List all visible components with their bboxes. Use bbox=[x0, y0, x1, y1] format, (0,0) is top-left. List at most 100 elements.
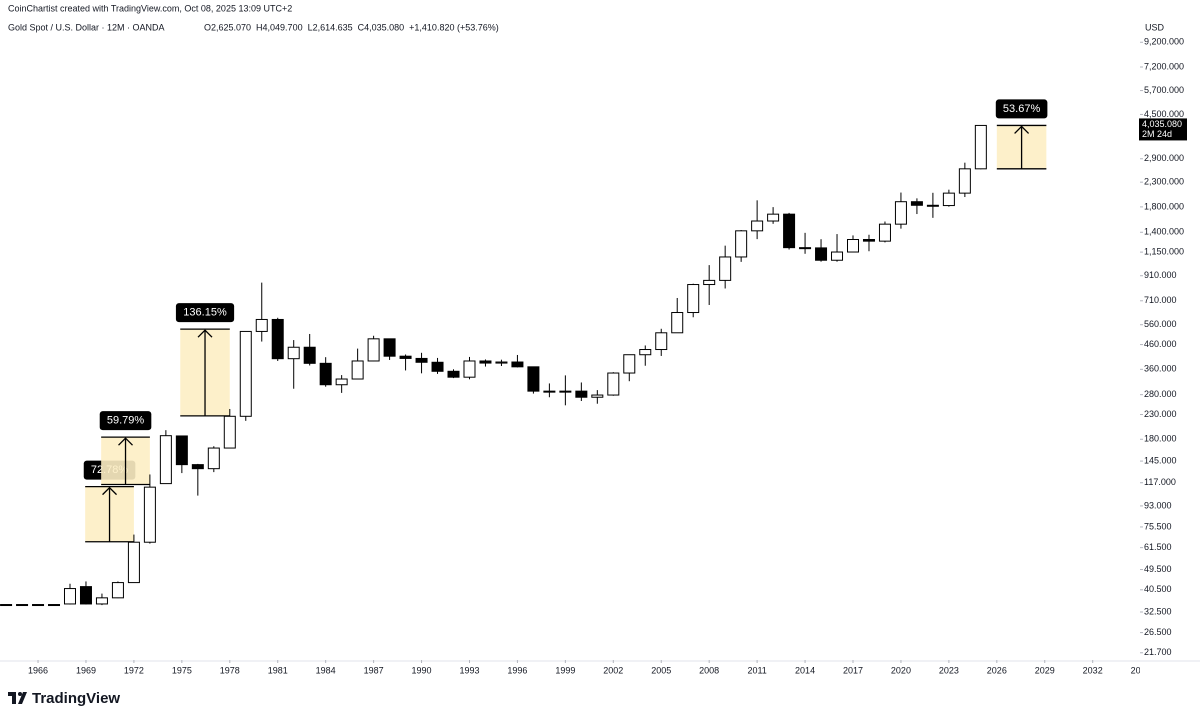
candle-body bbox=[335, 378, 348, 386]
candle-body bbox=[479, 360, 492, 364]
candle-body bbox=[831, 251, 844, 261]
candle-body bbox=[127, 541, 140, 584]
candle-body bbox=[862, 239, 875, 242]
candle-body bbox=[926, 204, 939, 207]
candle-body bbox=[16, 604, 29, 607]
y-tick-label: 40.500 bbox=[1144, 584, 1172, 594]
y-tick-label: 910.000 bbox=[1144, 270, 1177, 280]
y-tick-label: 75.500 bbox=[1144, 521, 1172, 531]
y-tick-label: 1,400.000 bbox=[1144, 227, 1184, 237]
candle-body bbox=[878, 223, 891, 242]
candle-body bbox=[910, 201, 923, 206]
candle-body bbox=[671, 312, 684, 334]
candle-body bbox=[32, 604, 45, 607]
x-tick-label: 1966 bbox=[28, 665, 48, 675]
x-tick-label: 1978 bbox=[220, 665, 240, 675]
x-tick-label: 1981 bbox=[268, 665, 288, 675]
x-tick-label: 2020 bbox=[891, 665, 911, 675]
measure-label: 136.15% bbox=[183, 307, 227, 319]
candle-body bbox=[415, 357, 428, 363]
candle-body bbox=[191, 464, 204, 470]
y-tick-label: 9,200.000 bbox=[1144, 37, 1184, 47]
x-tick-label: 1993 bbox=[459, 665, 479, 675]
candle-body bbox=[575, 390, 588, 398]
y-tick-label: 2,300.000 bbox=[1144, 177, 1184, 187]
measure-arrowhead bbox=[118, 437, 133, 446]
candle-body bbox=[942, 192, 955, 207]
x-tick-label: 1996 bbox=[507, 665, 527, 675]
x-tick-label: 2011 bbox=[747, 665, 766, 675]
x-tick-label: 1990 bbox=[412, 665, 432, 675]
candle-body bbox=[735, 230, 748, 258]
y-tick-label: 117.000 bbox=[1144, 477, 1176, 487]
candle-body bbox=[303, 346, 316, 364]
candle-body bbox=[559, 390, 572, 393]
x-tick-label: 2029 bbox=[1035, 665, 1055, 675]
x-tick-label: 1984 bbox=[316, 665, 336, 675]
candle-body bbox=[591, 394, 604, 398]
candle-body bbox=[175, 435, 188, 466]
x-tick-label: 1972 bbox=[124, 665, 144, 675]
candle-body bbox=[974, 124, 987, 170]
measure-label-bg bbox=[995, 99, 1048, 119]
measure-label: 53.67% bbox=[1003, 103, 1041, 115]
candle-body bbox=[431, 361, 444, 372]
x-tick-label: 1969 bbox=[76, 665, 96, 675]
candle-body bbox=[894, 201, 907, 225]
candle-body bbox=[847, 239, 860, 253]
countdown: 2M 24d bbox=[1142, 129, 1172, 139]
logo: TradingView bbox=[32, 690, 120, 707]
y-tick-label: 145.000 bbox=[1144, 455, 1177, 465]
candle-body bbox=[767, 213, 780, 222]
y-tick-label: 1,150.000 bbox=[1144, 246, 1184, 256]
measure-arrowhead bbox=[102, 486, 118, 496]
candle-body bbox=[95, 597, 108, 605]
x-axis-labels: 1966 1969 1972 1975 1978 1981 1984 1987 1990 1993… bbox=[28, 660, 1140, 675]
measure-label-bg bbox=[175, 303, 235, 323]
legend: Gold Spot / U.S. Dollar · 12M · OANDA bbox=[8, 22, 165, 32]
x-tick-label: 2017 bbox=[843, 665, 863, 675]
measure-arrowhead bbox=[197, 329, 213, 338]
candle-body bbox=[255, 318, 268, 332]
candle-body bbox=[399, 355, 412, 359]
measure-label-bg bbox=[99, 411, 152, 431]
y-tick-label: 360.000 bbox=[1144, 364, 1177, 374]
y-tick-label: 560.000 bbox=[1144, 319, 1177, 329]
candle-body bbox=[958, 168, 971, 194]
x-tick-label: 2002 bbox=[603, 665, 623, 675]
candle-body bbox=[783, 213, 796, 249]
candle-body bbox=[63, 588, 76, 605]
candle-body bbox=[271, 318, 284, 360]
candle-body bbox=[655, 332, 668, 351]
y-tick-label: 32.500 bbox=[1144, 606, 1172, 616]
candle-body bbox=[223, 415, 236, 449]
candle-body bbox=[351, 360, 364, 380]
y-tick-label: 61.500 bbox=[1144, 542, 1172, 552]
x-tick-label: 2026 bbox=[987, 665, 1007, 675]
measure-label: 59.79% bbox=[107, 415, 145, 427]
y-tick-label: 5,700.000 bbox=[1144, 85, 1184, 95]
y-tick-label: 26.500 bbox=[1144, 627, 1172, 637]
candle-body bbox=[287, 346, 300, 360]
candle-body bbox=[527, 366, 540, 392]
y-tick-label: 93.000 bbox=[1144, 500, 1172, 510]
candle-body bbox=[159, 435, 172, 485]
measure-arrowhead bbox=[1014, 125, 1030, 134]
y-tick-label: 21.700 bbox=[1144, 647, 1172, 657]
y-tick-label: 180.000 bbox=[1144, 434, 1177, 444]
x-tick-label: 2014 bbox=[795, 665, 815, 675]
y-tick-label: 1,800.000 bbox=[1144, 201, 1184, 211]
last-price-label: 4,035.080 bbox=[1142, 119, 1182, 129]
candle-body bbox=[0, 604, 13, 607]
candle-body bbox=[799, 247, 812, 250]
candle-body bbox=[719, 256, 732, 281]
candle-body bbox=[815, 247, 828, 261]
last-price-tag bbox=[1139, 118, 1187, 141]
candle-body bbox=[751, 220, 764, 232]
candle-body bbox=[703, 279, 716, 286]
candle-body bbox=[607, 372, 620, 396]
x-tick-label: 1975 bbox=[172, 665, 192, 675]
y-tick-label: 460.000 bbox=[1144, 339, 1177, 349]
x-tick-label: 1999 bbox=[555, 665, 575, 675]
